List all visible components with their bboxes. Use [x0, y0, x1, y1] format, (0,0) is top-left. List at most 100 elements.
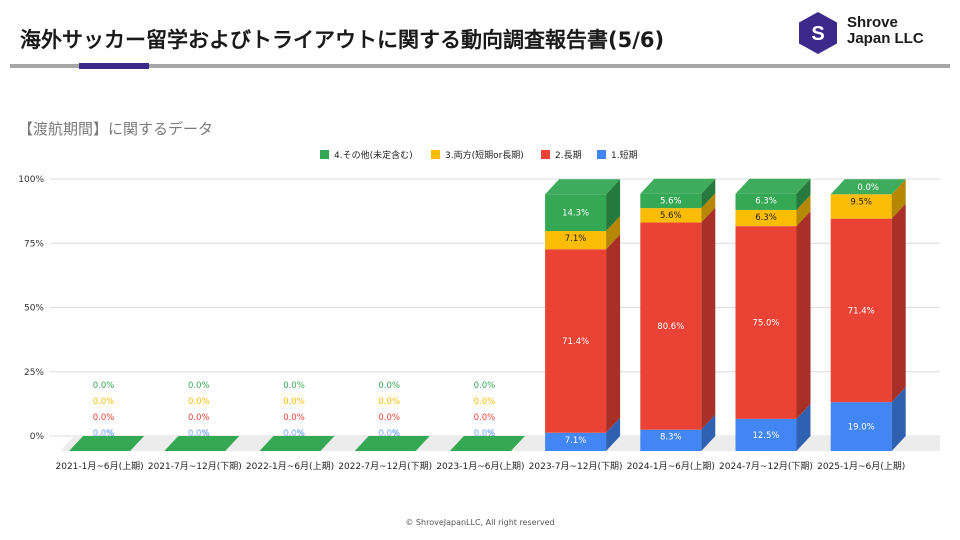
- bar-segment-side: [606, 417, 621, 451]
- data-label: 14.3%: [562, 209, 589, 219]
- bar-segment: [545, 231, 607, 250]
- stacked-bar-chart: 0% 25% 50% 75% 100% 0.0% 0.0% 0.0% 0.0% 2021-1月~6…: [18, 149, 940, 472]
- x-tick-label: 2021-7月~12月(下期): [148, 461, 242, 472]
- page-title: 海外サッカー留学およびトライアウトに関する動向調査報告書(5/6): [20, 28, 665, 52]
- y-tick-label: 50%: [24, 304, 44, 314]
- company-logo: S Shrove Japan LLC: [797, 11, 927, 57]
- data-label: 0.0%: [188, 397, 210, 407]
- company-name-line2: Japan LLC: [847, 30, 924, 47]
- logo-letter: S: [811, 23, 824, 45]
- x-tick-label: 2021-1月~6月(上期): [56, 461, 144, 472]
- x-tick-label: 2023-7月~12月(下期): [529, 461, 623, 472]
- data-label: 0.0%: [283, 381, 305, 391]
- copyright-footer: © ShroveJapanLLC, All right reserved: [405, 518, 555, 527]
- legend-swatch: [320, 150, 329, 159]
- data-label: 0.0%: [93, 413, 115, 423]
- data-label: 6.3%: [755, 197, 777, 207]
- bar-top-face: [449, 436, 525, 451]
- data-label: 7.1%: [565, 234, 587, 244]
- data-label: 0.0%: [474, 381, 496, 391]
- bar-top-face: [640, 178, 716, 194]
- bar-segment: [830, 194, 892, 219]
- data-label: 0.0%: [474, 429, 496, 439]
- y-tick-label: 0%: [30, 432, 45, 442]
- legend-label: 3.両方(短期or長期): [445, 149, 524, 161]
- bar-segment-side: [891, 203, 906, 403]
- x-tick-label: 2022-1月~6月(上期): [246, 461, 334, 472]
- bar-top-face: [545, 179, 621, 195]
- data-label: 0.0%: [474, 397, 496, 407]
- data-label: 12.5%: [752, 431, 779, 441]
- bar-segment-side: [796, 211, 811, 419]
- data-label: 80.6%: [657, 322, 684, 332]
- bar-segment-side: [606, 234, 621, 433]
- bar-segment-side: [891, 387, 906, 451]
- bar-top-face: [354, 436, 430, 451]
- data-label: 0.0%: [93, 381, 115, 391]
- bar-top-face: [259, 436, 335, 451]
- data-label: 6.3%: [755, 213, 777, 223]
- bar-segment: [830, 402, 892, 451]
- data-label: 0.0%: [93, 397, 115, 407]
- bar-top-face: [830, 179, 906, 195]
- data-label: 0.0%: [378, 429, 400, 439]
- x-tick-label: 2022-7月~12月(下期): [338, 461, 432, 472]
- company-name: Shrove Japan LLC: [847, 15, 924, 47]
- header-divider: [10, 64, 950, 68]
- logo-hexagon-icon: S: [799, 12, 837, 54]
- legend-label: 1.短期: [611, 149, 638, 161]
- bar-segment-side: [606, 179, 621, 232]
- data-label: 0.0%: [378, 413, 400, 423]
- data-label: 7.1%: [565, 436, 587, 446]
- data-label: 0.0%: [283, 397, 305, 407]
- bar-segment: [640, 429, 702, 451]
- x-tick-label: 2023-1月~6月(上期): [436, 461, 524, 472]
- x-tick-label: 2024-7月~12月(下期): [719, 461, 813, 472]
- bar-segment: [640, 222, 702, 430]
- bar-segment-side: [701, 207, 716, 430]
- bar-segment-side: [701, 193, 716, 223]
- bar-segment-side: [796, 194, 811, 227]
- data-label: 75.0%: [752, 319, 779, 329]
- bar-segment: [830, 218, 892, 403]
- bar-segment: [545, 194, 607, 232]
- bar-segment-side: [796, 178, 811, 210]
- data-label: 0.0%: [188, 381, 210, 391]
- data-label: 71.4%: [562, 337, 589, 347]
- x-tick-label: 2025-1月~6月(上期): [817, 461, 905, 472]
- data-label: 19.0%: [848, 423, 875, 433]
- y-tick-label: 25%: [24, 368, 44, 378]
- data-label: 5.6%: [660, 197, 682, 207]
- data-label: 71.4%: [848, 306, 875, 316]
- bar-segment: [640, 208, 702, 223]
- legend-label: 4.その他(未定含む): [334, 149, 413, 161]
- data-label: 0.0%: [283, 429, 305, 439]
- data-label: 9.5%: [850, 197, 872, 207]
- bar-top-face: [164, 436, 240, 451]
- data-label: 0.0%: [283, 413, 305, 423]
- bar-top-face: [735, 178, 811, 194]
- data-label: 0.0%: [188, 413, 210, 423]
- bar-segment-side: [606, 216, 621, 250]
- section-subtitle: 【渡航期間】に関するデータ: [18, 120, 214, 138]
- bar-segment-side: [701, 178, 716, 209]
- x-tick-label: 2024-1月~6月(上期): [627, 461, 715, 472]
- data-label: 5.6%: [660, 211, 682, 221]
- data-label: 8.3%: [660, 433, 682, 443]
- bar-segment-side: [701, 414, 716, 451]
- company-name-line1: Shrove: [847, 14, 898, 31]
- y-tick-label: 75%: [24, 239, 44, 249]
- bar-top-face: [69, 436, 145, 451]
- data-label: 0.0%: [378, 397, 400, 407]
- legend-swatch: [541, 150, 550, 159]
- data-label: 0.0%: [378, 381, 400, 391]
- bar-segment: [640, 193, 702, 209]
- legend-label: 2.長期: [555, 150, 582, 161]
- bar-segment: [735, 226, 797, 419]
- header-divider-accent: [79, 63, 149, 69]
- y-tick-label: 100%: [18, 175, 44, 185]
- data-label: 0.0%: [474, 413, 496, 423]
- data-label: 0.0%: [857, 183, 879, 193]
- bar-segment-side: [796, 403, 811, 451]
- data-label: 0.0%: [188, 429, 210, 439]
